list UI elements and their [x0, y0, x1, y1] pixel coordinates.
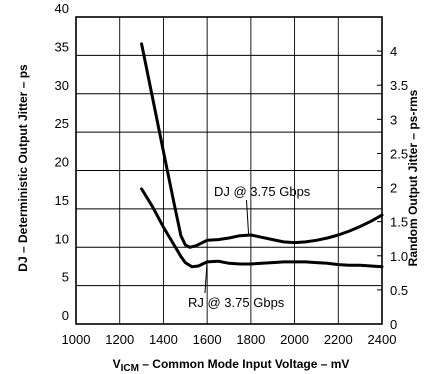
x-tick-label: 1000: [62, 332, 91, 347]
annotations: DJ @ 3.75 Gbps RJ @ 3.75 Gbps: [188, 184, 311, 310]
y-right-tick-label: 3.5: [390, 78, 408, 93]
y-left-tick-label: 30: [55, 78, 69, 93]
y-right-tick-label: 4: [390, 44, 397, 59]
y-right-tick-labels: 0 0.5 1.0 1.5 2 2.5 3 3.5 4: [377, 44, 408, 332]
y-left-tick-label: 5: [62, 270, 69, 285]
x-axis-title-sub: ICM: [121, 363, 139, 374]
y-left-tick-label: 40: [55, 1, 69, 16]
y-left-tick-label: 10: [55, 231, 69, 246]
plot-frame: [75, 16, 383, 325]
y-right-tick-label: 1.5: [390, 215, 408, 230]
series-line-rj: [140, 187, 384, 269]
y-right-tick-label: 2.5: [390, 146, 408, 161]
y-right-axis-title: Random Output Jitter – ps-rms: [406, 89, 420, 266]
x-tick-label: 1800: [236, 332, 265, 347]
y-left-tick-labels: 0 5 10 15 20 25 30 35 40: [55, 1, 69, 323]
y-left-axis-title: DJ – Deterministic Output Jitter – ps: [16, 64, 30, 272]
annotation-leader-dj: [245, 199, 250, 236]
x-tick-label: 1200: [105, 332, 134, 347]
x-tick-label: 1600: [193, 332, 222, 347]
x-tick-label: 2000: [280, 332, 309, 347]
y-right-tick-label: 2: [390, 181, 397, 196]
x-tick-label: 2400: [368, 332, 397, 347]
y-left-tick-label: 15: [55, 193, 69, 208]
y-left-tick-label: 0: [62, 308, 69, 323]
y-left-tick-label: 35: [55, 39, 69, 54]
y-right-tick-label: 1.0: [390, 249, 408, 264]
x-axis-title: VICM – Common Mode Input Voltage – mV: [113, 357, 350, 374]
y-left-tick-label: 25: [55, 116, 69, 131]
y-left-tick-label: 20: [55, 155, 69, 170]
x-tick-label: 2200: [324, 332, 353, 347]
series-lines: [140, 42, 384, 269]
series-line-dj: [140, 42, 384, 249]
annotation-leader-rj: [204, 261, 208, 294]
y-right-tick-label: 0.5: [390, 283, 408, 298]
x-tick-label: 1400: [149, 332, 178, 347]
grid: [75, 16, 383, 325]
y-right-tick-label: 3: [390, 112, 397, 127]
x-tick-labels: 1000 1200 1400 1600 1800 2000 2200 2400: [62, 332, 397, 347]
annotation-rj: RJ @ 3.75 Gbps: [188, 295, 285, 310]
annotation-dj: DJ @ 3.75 Gbps: [214, 184, 311, 199]
x-axis-title-main: V: [113, 357, 121, 371]
x-axis-title-rest: – Common Mode Input Voltage – mV: [139, 357, 349, 371]
y-right-tick-label: 0: [390, 317, 397, 332]
